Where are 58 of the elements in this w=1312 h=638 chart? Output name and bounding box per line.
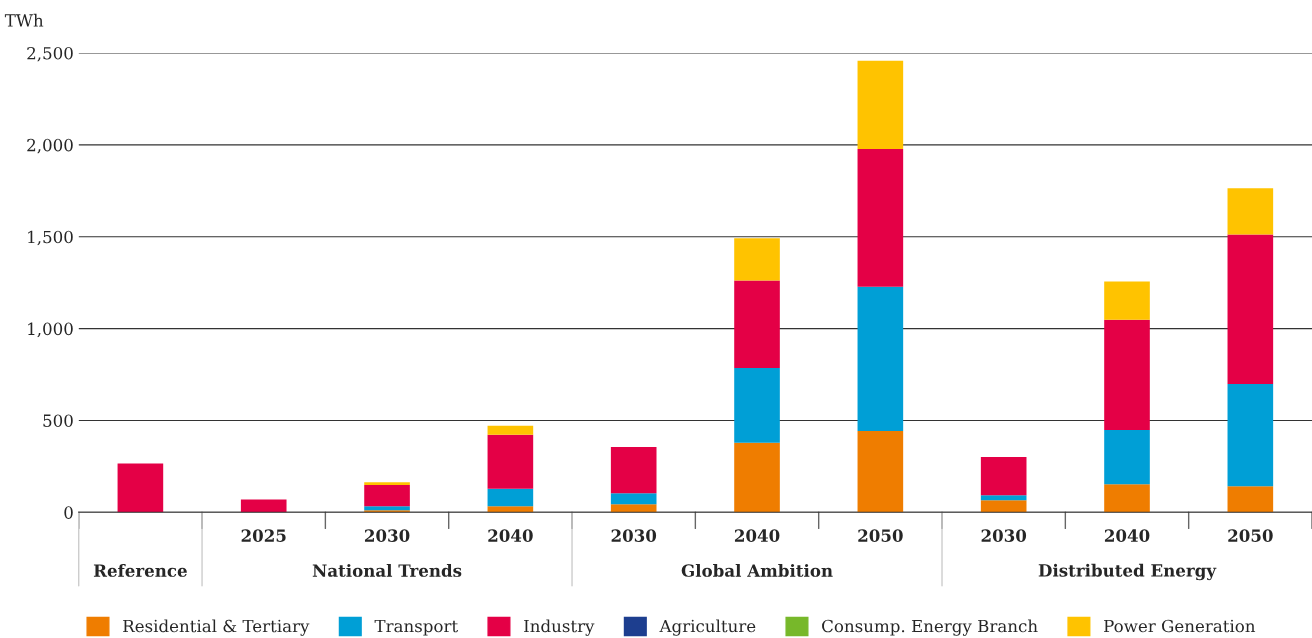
bar — [980, 500, 1027, 513]
x-tick-label: 2050 — [1228, 529, 1273, 542]
bar — [364, 485, 410, 507]
bar — [610, 446, 657, 494]
legend-label: Power Generation — [1104, 619, 1256, 633]
bar — [610, 504, 657, 513]
bar — [364, 510, 410, 513]
x-tick-label: 2030 — [981, 529, 1027, 542]
bar — [117, 463, 164, 513]
bar — [980, 495, 1027, 501]
bar — [1104, 484, 1150, 513]
text: National Trends — [312, 563, 462, 577]
bar — [1104, 430, 1150, 485]
bar — [1104, 319, 1150, 430]
bar — [610, 493, 657, 505]
y-tick-label: 2,000 — [27, 138, 73, 154]
bar — [487, 434, 534, 489]
x-tick-label: 2030 — [364, 529, 410, 542]
y-tick-label: 1,500 — [28, 230, 73, 246]
y-tick-label: 1,000 — [28, 322, 73, 338]
bar — [364, 506, 410, 511]
y-tick-label: 2,500 — [27, 46, 73, 62]
bar — [1227, 486, 1274, 513]
x-tick-label: 2040 — [488, 529, 533, 542]
x-tick-label: 2025 — [241, 529, 286, 542]
bar — [1227, 383, 1274, 487]
bar — [857, 149, 904, 287]
bar — [240, 499, 287, 513]
bar — [487, 506, 534, 513]
text: Reference — [93, 563, 187, 577]
bar — [1104, 281, 1150, 320]
bar — [487, 425, 534, 435]
bar — [1227, 188, 1274, 235]
y-tick-label: 0 — [64, 506, 73, 519]
x-tick-label: 2040 — [734, 529, 780, 542]
legend-label: Industry — [524, 619, 595, 636]
legend-label: Consump. Energy Branch — [822, 619, 1038, 636]
bar — [734, 442, 780, 513]
bar — [734, 280, 780, 368]
legend-label: Transport — [374, 619, 458, 636]
bar — [1227, 234, 1274, 384]
bar — [857, 286, 904, 431]
x-tick-label: 2030 — [611, 529, 657, 542]
bar — [980, 457, 1027, 496]
y-tick-label: 500 — [43, 414, 73, 428]
text: Distributed Energy — [1038, 563, 1217, 581]
x-tick-label: 2040 — [1104, 529, 1150, 542]
bar — [857, 60, 904, 150]
y-axis-title: TWh — [4, 13, 44, 27]
text: Global Ambition — [681, 563, 833, 577]
legend-label: Residential & Tertiary — [123, 619, 310, 636]
bar — [734, 367, 780, 443]
legend-label: Agriculture — [659, 619, 756, 636]
bar — [857, 430, 904, 513]
bar — [734, 238, 780, 281]
x-tick-label: 2050 — [858, 529, 903, 542]
bar — [487, 488, 534, 507]
bar — [364, 482, 410, 486]
